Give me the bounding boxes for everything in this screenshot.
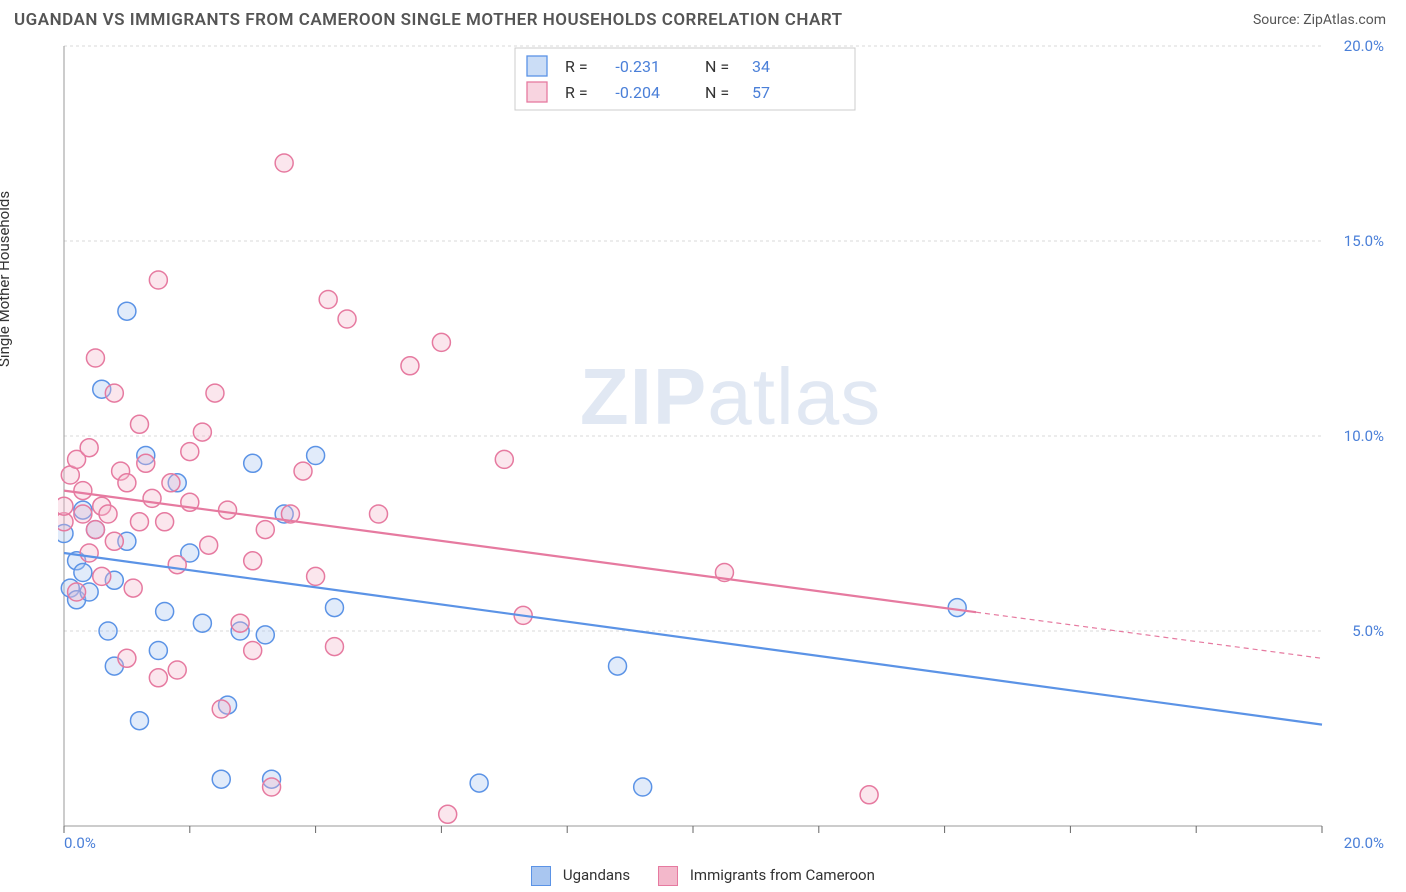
svg-text:0.0%: 0.0% [64,834,96,852]
svg-text:N =: N = [705,83,729,102]
svg-text:15.0%: 15.0% [1344,232,1384,250]
legend-item-cameroon: Immigrants from Cameroon [658,866,875,886]
svg-text:10.0%: 10.0% [1344,427,1384,445]
svg-text:-0.231: -0.231 [615,57,660,76]
svg-text:-0.204: -0.204 [615,83,660,102]
legend-swatch-ugandans [531,866,551,886]
svg-text:20.0%: 20.0% [1344,834,1384,852]
source: Source: ZipAtlas.com [1253,12,1386,28]
svg-text:57: 57 [752,83,770,102]
legend-item-ugandans: Ugandans [531,866,630,886]
source-value: ZipAtlas.com [1303,12,1386,28]
svg-text:R =: R = [565,83,588,102]
scatter-chart: 5.0% 10.0% 15.0% 20.0% 0.0% 20.0% R = -0.231 N =… [58,40,1392,852]
svg-text:R =: R = [565,57,588,76]
svg-text:20.0%: 20.0% [1344,40,1384,55]
legend-label-ugandans: Ugandans [563,866,630,884]
legend-swatch-cameroon [658,866,678,886]
svg-text:34: 34 [752,57,770,76]
svg-text:N =: N = [705,57,729,76]
legend-label-cameroon: Immigrants from Cameroon [690,866,875,884]
bottom-legend: Ugandans Immigrants from Cameroon [0,866,1406,886]
svg-text:5.0%: 5.0% [1352,622,1384,640]
y-axis-label: Single Mother Households [0,191,13,367]
chart-title: UGANDAN VS IMMIGRANTS FROM CAMEROON SING… [14,10,843,30]
chart-area: Single Mother Households 5.0%10.0%15.0%2… [14,40,1392,852]
source-label: Source: [1253,12,1300,28]
